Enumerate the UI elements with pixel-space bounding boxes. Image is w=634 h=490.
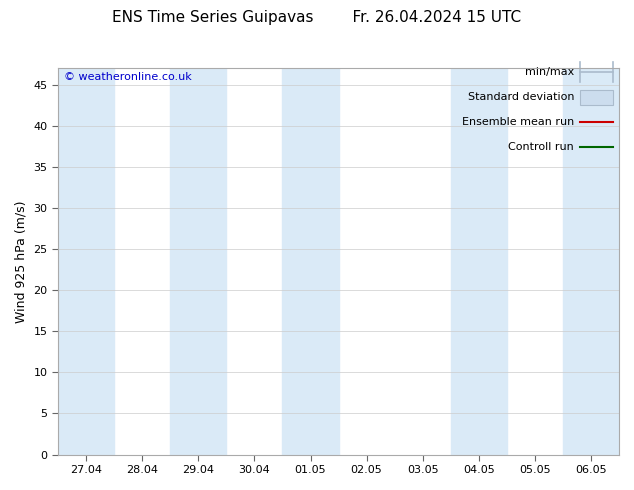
Text: ENS Time Series Guipavas        Fr. 26.04.2024 15 UTC: ENS Time Series Guipavas Fr. 26.04.2024 … bbox=[112, 10, 522, 25]
Text: Controll run: Controll run bbox=[508, 143, 574, 152]
Bar bbox=[171, 68, 226, 455]
Bar bbox=[283, 68, 339, 455]
Text: min/max: min/max bbox=[525, 67, 574, 77]
Text: Standard deviation: Standard deviation bbox=[468, 92, 574, 102]
Text: Ensemble mean run: Ensemble mean run bbox=[462, 118, 574, 127]
Bar bbox=[563, 68, 619, 455]
Bar bbox=[58, 68, 114, 455]
Bar bbox=[579, 90, 613, 105]
Text: © weatheronline.co.uk: © weatheronline.co.uk bbox=[63, 72, 191, 82]
Y-axis label: Wind 925 hPa (m/s): Wind 925 hPa (m/s) bbox=[15, 200, 28, 323]
Bar bbox=[451, 68, 507, 455]
